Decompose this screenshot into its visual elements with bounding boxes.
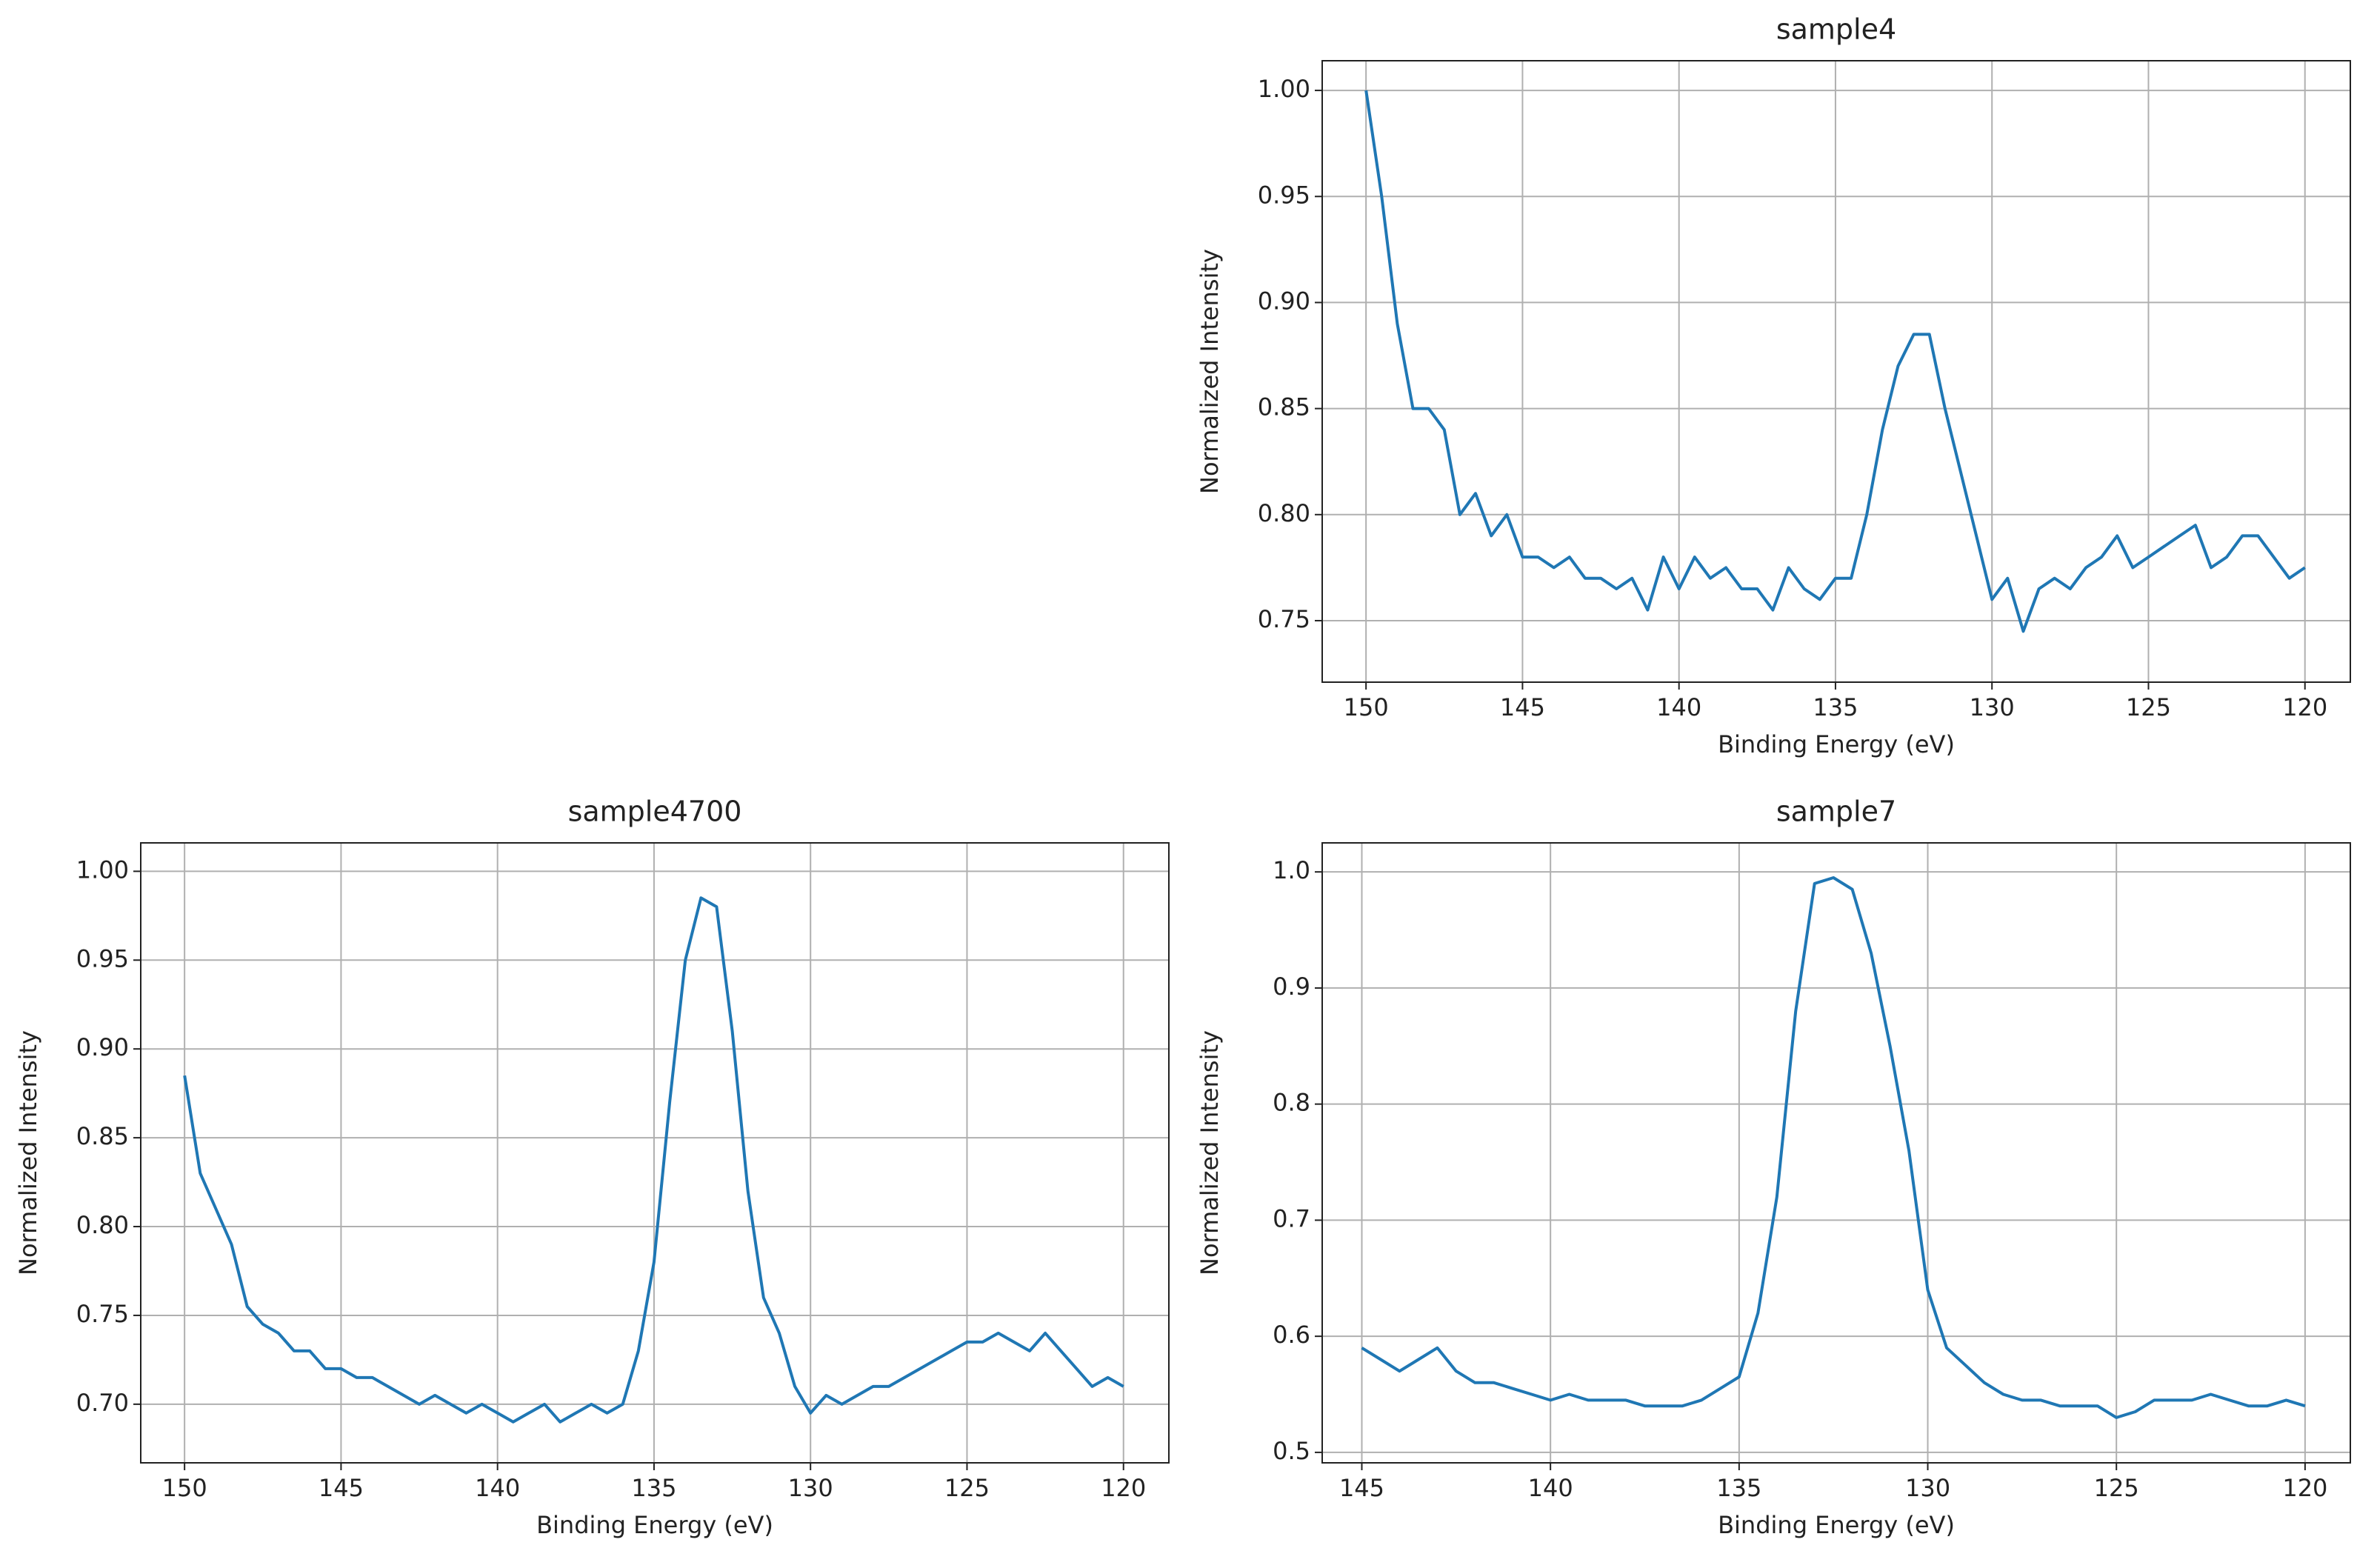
x-tick-label: 150 [1344,693,1389,721]
y-tick-label: 0.75 [1258,605,1310,633]
y-tick-label: 0.75 [76,1300,129,1328]
y-tick-label: 0.85 [1258,393,1310,421]
x-tick-label: 120 [2282,693,2327,721]
y-axis-label: Normalized Intensity [1196,1030,1224,1275]
y-tick-label: 0.6 [1273,1321,1310,1349]
y-tick-label: 1.00 [1258,75,1310,103]
y-tick-label: 0.95 [76,944,129,973]
x-tick-label: 125 [944,1474,990,1502]
y-axis-label: Normalized Intensity [1196,249,1224,494]
x-tick-label: 140 [1528,1474,1573,1502]
y-tick-label: 0.5 [1273,1437,1310,1465]
y-tick-label: 0.7 [1273,1204,1310,1232]
y-tick-label: 0.90 [76,1033,129,1061]
y-tick-label: 1.0 [1273,856,1310,884]
x-tick-label: 125 [2126,693,2171,721]
y-tick-label: 0.70 [76,1389,129,1417]
x-tick-label: 145 [319,1474,364,1502]
x-axis-label: Binding Energy (eV) [1718,730,1955,758]
chart-title: sample4700 [568,795,742,828]
x-tick-label: 145 [1500,693,1545,721]
x-tick-label: 125 [2094,1474,2139,1502]
x-tick-label: 135 [631,1474,676,1502]
x-tick-label: 130 [1905,1474,1950,1502]
data-line [183,896,1124,1424]
x-tick-label: 150 [162,1474,207,1502]
x-tick-label: 135 [1716,1474,1761,1502]
y-tick-label: 0.9 [1273,973,1310,1001]
x-axis-label: Binding Energy (eV) [536,1511,773,1539]
data-line [1364,90,2306,633]
plot-frame [140,842,1170,1464]
x-tick-label: 135 [1813,693,1858,721]
chart-title: sample4 [1776,13,1896,46]
plot-frame [1321,842,2351,1464]
x-tick-label: 120 [1101,1474,1146,1502]
x-tick-label: 130 [788,1474,833,1502]
y-tick-label: 0.80 [76,1211,129,1239]
x-tick-label: 140 [475,1474,520,1502]
y-axis-label: Normalized Intensity [14,1030,42,1275]
y-tick-label: 0.8 [1273,1089,1310,1117]
y-tick-label: 0.80 [1258,499,1310,527]
plot-frame [1321,60,2351,683]
x-tick-label: 145 [1339,1474,1384,1502]
y-tick-label: 0.90 [1258,287,1310,315]
y-tick-label: 0.95 [1258,181,1310,209]
x-tick-label: 130 [1970,693,2015,721]
x-axis-label: Binding Energy (eV) [1718,1511,1955,1539]
x-tick-label: 120 [2282,1474,2327,1502]
x-tick-label: 140 [1656,693,1701,721]
y-tick-label: 1.00 [76,855,129,884]
data-line [1361,876,2306,1419]
y-tick-label: 0.85 [76,1122,129,1150]
chart-title: sample7 [1776,795,1896,828]
